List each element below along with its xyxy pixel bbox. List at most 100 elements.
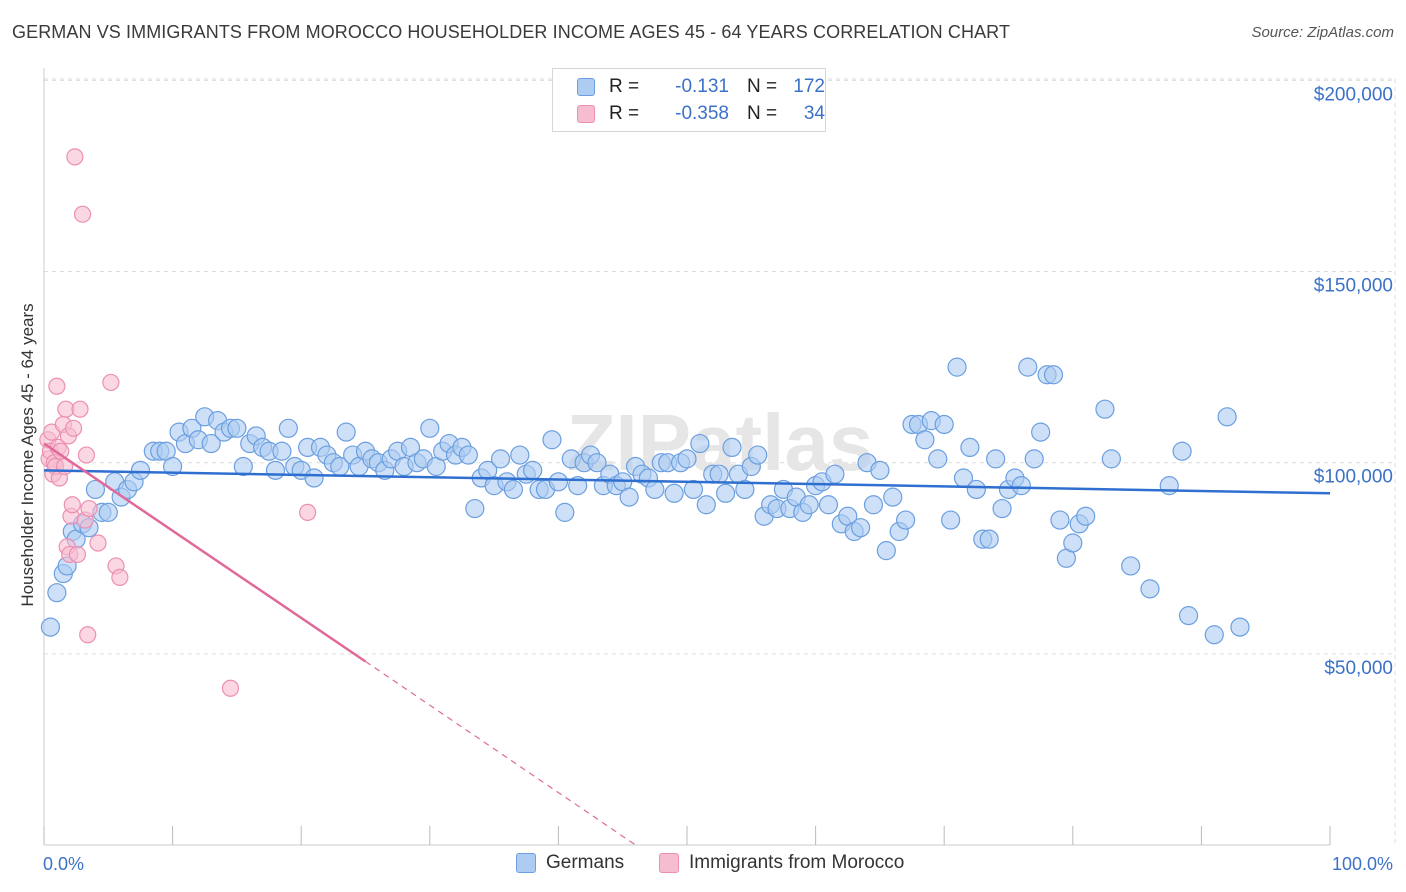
germans-point [722,437,742,458]
germans-point [818,495,839,515]
morocco-point [68,545,87,564]
germans-point [1101,449,1121,469]
germans-point [265,460,286,480]
germans-point [1217,407,1237,427]
germans-point [863,495,884,515]
germans-point [1050,510,1070,530]
germans-point [966,479,986,500]
legend-row-germans: R = -0.131 N = 172 [577,75,825,99]
trend-lines [43,442,1331,846]
germans-point [799,495,819,515]
germans-point [1204,625,1224,645]
germans-point [40,617,61,637]
bottom-legend-morocco-label: Immigrants from Morocco [689,852,905,873]
legend-r-label: R = [609,76,640,97]
morocco-point [80,499,98,518]
legend-r-value: -0.131 [675,76,729,97]
legend-n-label: N = [747,103,778,124]
morocco-point [77,446,96,464]
germans-point [490,449,511,469]
germans-point [915,430,935,450]
y-tick-label: $150,000 [1314,276,1393,297]
germans-point [510,445,530,465]
germans-point [1172,441,1192,461]
germans-point [709,464,729,484]
germans-point [503,479,523,500]
germans-point [1011,476,1031,496]
bottom-legend-germans-label: Germans [546,852,625,873]
germans-point [1063,533,1083,553]
germans-point [542,430,562,450]
germans-point [227,418,247,438]
bottom-legend-germans: Germans [516,852,624,874]
germans-point [1024,449,1044,469]
morocco-point [66,148,84,166]
bottom-legend-morocco: Immigrants from Morocco [659,852,904,874]
germans-point [85,479,106,500]
germans-point [986,449,1006,469]
germans-point [870,460,890,480]
germans-point [941,510,961,530]
germans-point [1076,506,1096,526]
germans-point [947,357,967,377]
germans-point [696,495,716,515]
legend-swatch-pink [577,105,595,123]
germans-point [1018,357,1038,377]
source-credit: Source: ZipAtlas.com [1251,24,1394,41]
morocco-point [48,377,66,395]
germans-point [715,483,736,503]
germans-point [896,510,916,530]
germans-points [40,357,1250,645]
y-tick-label: $50,000 [1324,658,1393,679]
morocco-point [71,400,89,418]
x-tick-left: 0.0% [43,854,84,874]
germans-point [1095,399,1115,419]
y-tick-label: $200,000 [1314,84,1393,105]
bottom-swatch-blue [516,853,536,873]
germans-point [272,441,292,461]
germans-point [683,479,704,500]
germans-point [1121,556,1141,576]
legend-n-value: 34 [803,103,825,124]
germans-point [420,418,440,438]
germans-trend-line [43,469,1331,495]
y-tick-labels: $50,000 $100,000 $150,000 $200,000 [1314,84,1393,678]
germans-point [748,445,768,465]
germans-point [458,445,478,465]
x-tick-right: 100.0% [1332,854,1393,874]
germans-point [677,449,697,469]
morocco-trend-extension [365,660,636,846]
germans-point [645,479,665,500]
legend-r-label: R = [609,103,640,124]
morocco-point [221,679,240,697]
germans-point [163,456,183,477]
germans-point [619,487,639,507]
legend-r-value: -0.358 [675,103,729,124]
germans-point [47,583,67,603]
morocco-point [89,534,107,552]
germans-point [336,422,356,442]
germans-point [934,414,954,435]
germans-point [201,433,221,454]
germans-point [304,468,324,488]
chart-title: GERMAN VS IMMIGRANTS FROM MOROCCO HOUSEH… [12,22,1011,42]
germans-point [1178,606,1199,626]
germans-point [278,418,298,438]
legend-n-label: N = [747,76,778,97]
morocco-point [73,205,92,223]
germans-point [465,498,485,519]
correlation-legend: R = -0.131 N = 172 R = -0.358 N = 34 [552,68,826,132]
germans-point [523,460,543,480]
germans-point [851,518,871,538]
germans-point [1043,365,1064,385]
legend-n-value: 172 [793,76,825,97]
y-tick-label: $100,000 [1314,467,1393,488]
germans-point [130,460,151,480]
germans-point [587,453,607,473]
germans-point [979,529,999,549]
germans-point [1230,617,1250,637]
germans-point [928,449,948,469]
morocco-points [39,148,317,697]
bottom-swatch-pink [659,853,679,873]
